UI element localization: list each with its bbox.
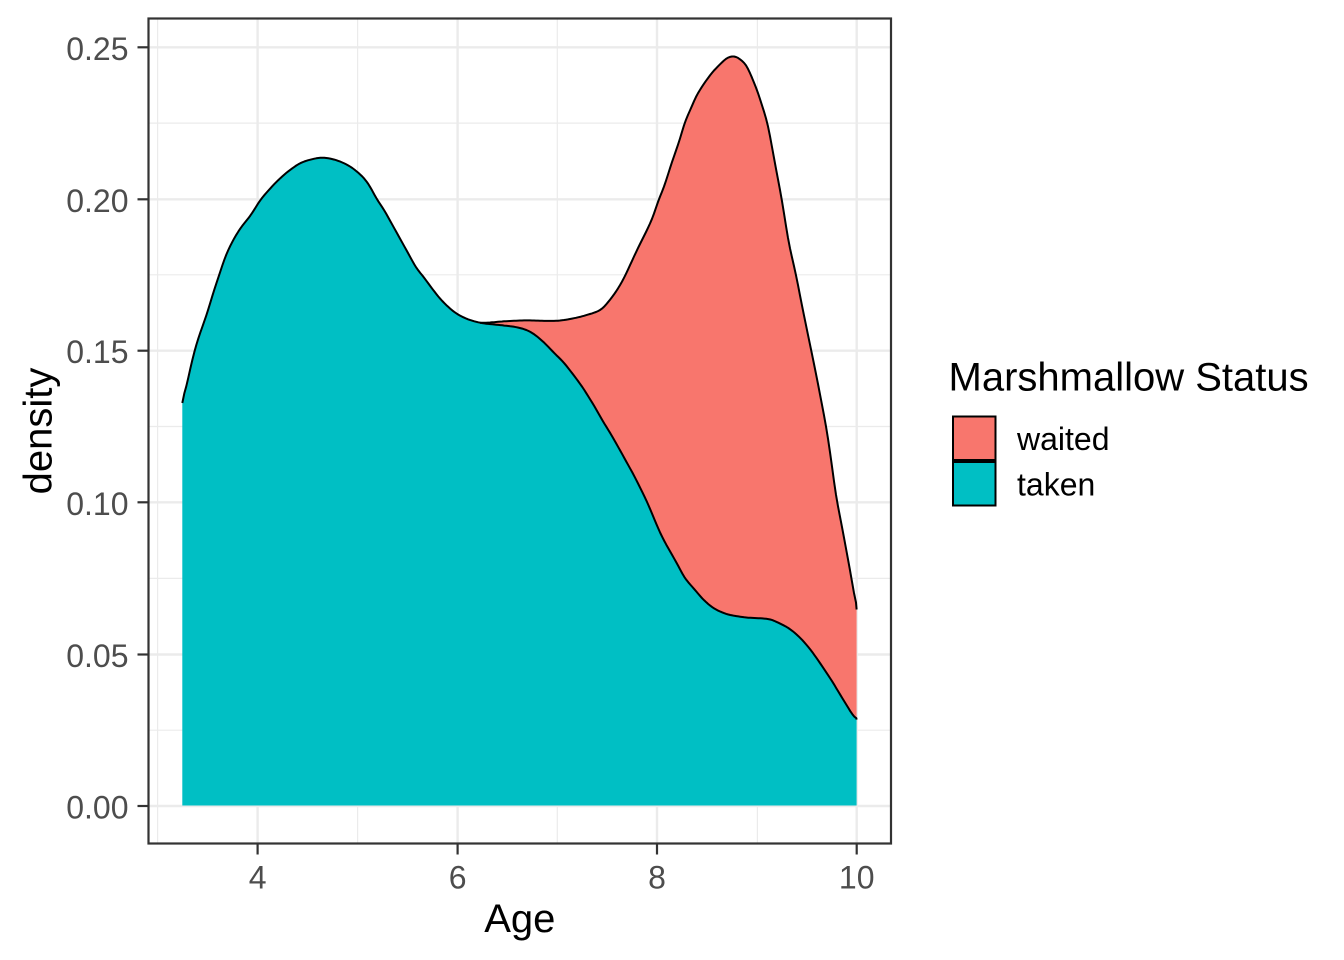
svg-text:0.00: 0.00 (66, 790, 128, 826)
svg-text:4: 4 (249, 860, 267, 896)
svg-text:0.05: 0.05 (66, 638, 128, 674)
svg-text:10: 10 (839, 860, 875, 896)
svg-text:0.10: 0.10 (66, 486, 128, 522)
svg-text:0.20: 0.20 (66, 183, 128, 219)
svg-text:waited: waited (1016, 421, 1110, 457)
svg-text:0.15: 0.15 (66, 334, 128, 370)
svg-text:0.25: 0.25 (66, 31, 128, 67)
svg-text:8: 8 (648, 860, 666, 896)
svg-text:Marshmallow Status: Marshmallow Status (949, 356, 1309, 400)
svg-text:density: density (17, 368, 61, 495)
svg-text:taken: taken (1017, 467, 1095, 503)
svg-text:6: 6 (449, 860, 467, 896)
svg-text:Age: Age (484, 897, 555, 941)
